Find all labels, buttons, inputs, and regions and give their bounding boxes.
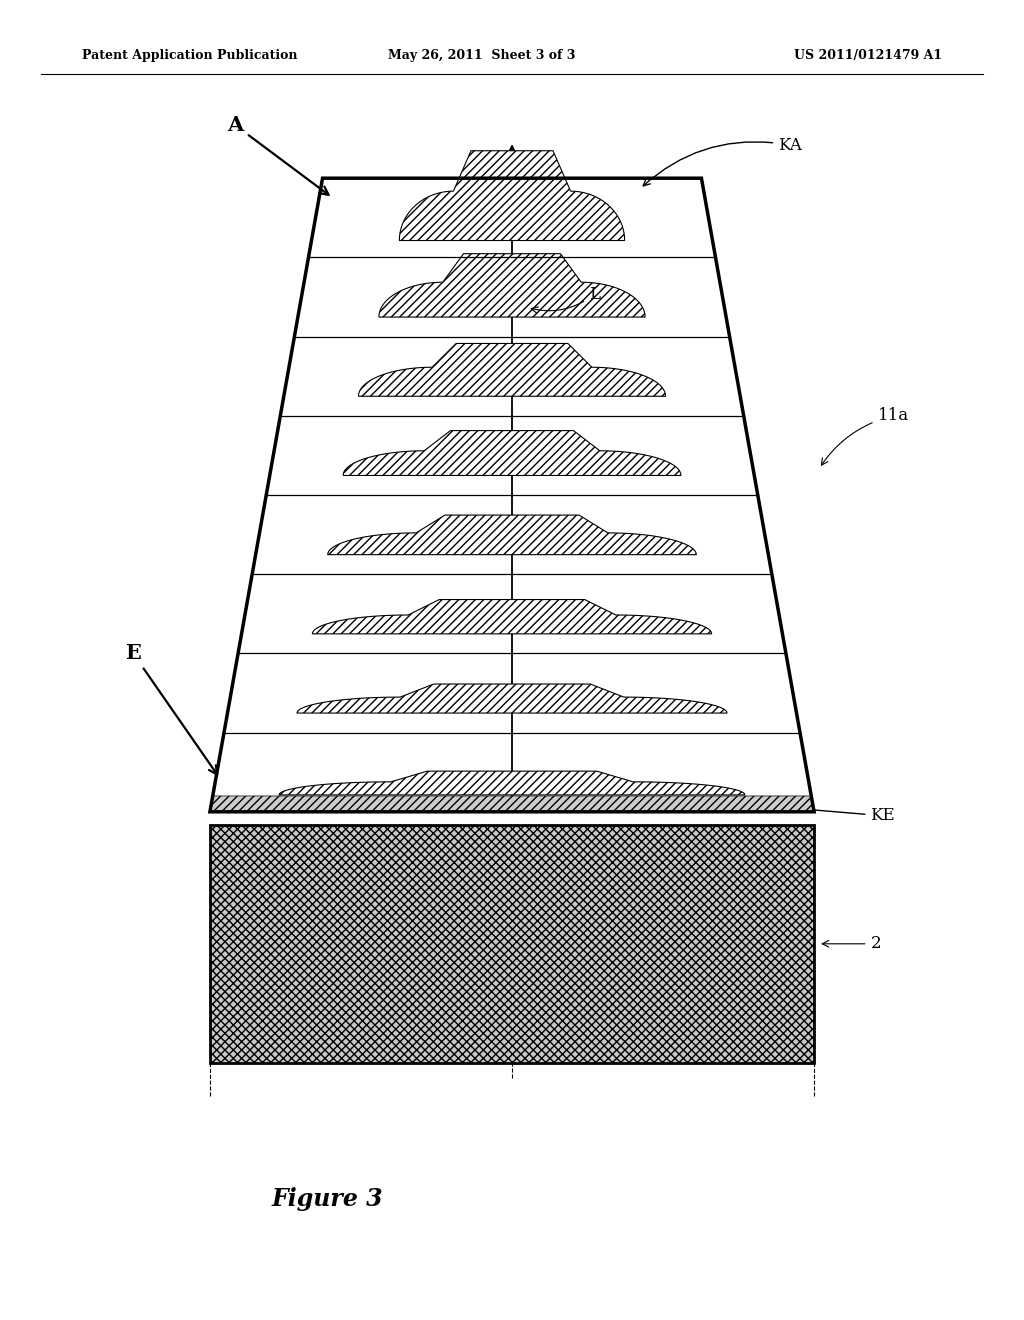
Text: KA: KA — [643, 137, 802, 186]
Polygon shape — [210, 796, 814, 812]
Text: US 2011/0121479 A1: US 2011/0121479 A1 — [794, 49, 942, 62]
Polygon shape — [210, 825, 814, 1063]
Polygon shape — [379, 253, 645, 317]
Text: 2: 2 — [822, 936, 881, 952]
Text: May 26, 2011  Sheet 3 of 3: May 26, 2011 Sheet 3 of 3 — [388, 49, 574, 62]
Text: E: E — [125, 643, 217, 775]
Text: Patent Application Publication: Patent Application Publication — [82, 49, 297, 62]
Polygon shape — [279, 771, 745, 795]
Polygon shape — [343, 430, 681, 475]
Polygon shape — [399, 150, 625, 240]
Text: KE: KE — [777, 804, 895, 824]
Text: A: A — [227, 115, 329, 195]
Polygon shape — [297, 684, 727, 713]
Polygon shape — [312, 599, 712, 634]
Text: Figure 3: Figure 3 — [271, 1187, 383, 1210]
Text: L: L — [531, 286, 600, 313]
Text: 11a: 11a — [821, 408, 908, 465]
Polygon shape — [358, 343, 666, 396]
Polygon shape — [328, 515, 696, 554]
